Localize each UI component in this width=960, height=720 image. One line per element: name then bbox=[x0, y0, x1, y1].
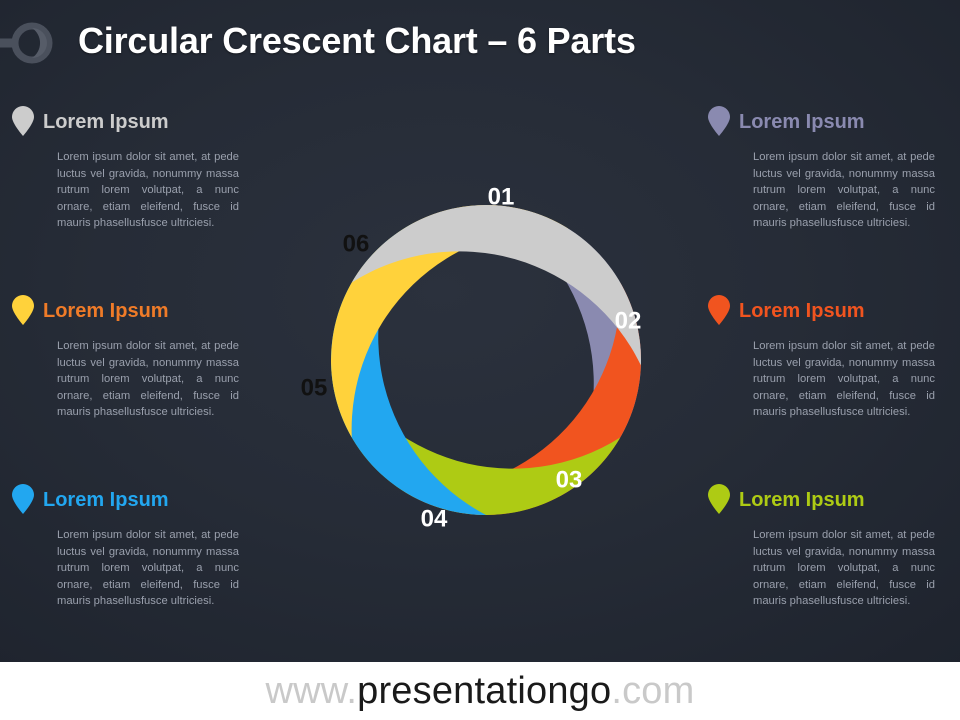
map-pin-icon bbox=[708, 295, 730, 325]
map-pin-icon bbox=[708, 106, 730, 136]
map-pin-icon bbox=[12, 484, 34, 514]
crescent-label-02: 02 bbox=[615, 307, 642, 334]
info-block-06: Lorem Ipsum Lorem ipsum dolor sit amet, a… bbox=[12, 106, 252, 232]
footer-brand: presentationgo bbox=[357, 670, 612, 712]
info-block-body: Lorem ipsum dolor sit amet, at pede luct… bbox=[753, 151, 935, 229]
info-block-title: Lorem Ipsum bbox=[739, 111, 865, 133]
info-block-header: Lorem Ipsum bbox=[12, 484, 252, 518]
info-block-05: Lorem Ipsum Lorem ipsum dolor sit amet, a… bbox=[12, 295, 252, 421]
info-block-title: Lorem Ipsum bbox=[739, 300, 865, 322]
footer-bar: www.presentationgo.com bbox=[0, 662, 960, 720]
footer-website[interactable]: www.presentationgo.com bbox=[266, 672, 695, 710]
info-block-title: Lorem Ipsum bbox=[43, 300, 169, 322]
info-block-body: Lorem ipsum dolor sit amet, at pede luct… bbox=[753, 340, 935, 418]
info-block-header: Lorem Ipsum bbox=[708, 295, 948, 329]
crescent-segment-06[interactable] bbox=[351, 204, 642, 366]
crescent-label-04: 04 bbox=[421, 505, 448, 532]
info-block-body: Lorem ipsum dolor sit amet, at pede luct… bbox=[57, 340, 239, 418]
info-block-01: Lorem Ipsum Lorem ipsum dolor sit amet, a… bbox=[708, 106, 948, 232]
info-block-body: Lorem ipsum dolor sit amet, at pede luct… bbox=[57, 529, 239, 607]
crescent-label-05: 05 bbox=[301, 374, 328, 401]
info-block-body: Lorem ipsum dolor sit amet, at pede luct… bbox=[753, 529, 935, 607]
info-block-title: Lorem Ipsum bbox=[739, 489, 865, 511]
info-block-03: Lorem Ipsum Lorem ipsum dolor sit amet, a… bbox=[708, 484, 948, 610]
info-block-04: Lorem Ipsum Lorem ipsum dolor sit amet, a… bbox=[12, 484, 252, 610]
map-pin-icon bbox=[12, 295, 34, 325]
map-pin-icon bbox=[708, 484, 730, 514]
info-block-header: Lorem Ipsum bbox=[708, 106, 948, 140]
footer-suffix: .com bbox=[611, 670, 695, 712]
crescent-label-03: 03 bbox=[556, 466, 583, 493]
crescent-label-01: 01 bbox=[488, 183, 515, 210]
info-block-body: Lorem ipsum dolor sit amet, at pede luct… bbox=[57, 151, 239, 229]
info-block-title: Lorem Ipsum bbox=[43, 111, 169, 133]
footer-prefix: www. bbox=[265, 670, 358, 712]
crescent-label-06: 06 bbox=[343, 230, 370, 257]
info-block-02: Lorem Ipsum Lorem ipsum dolor sit amet, a… bbox=[708, 295, 948, 421]
crescent-chart-svg: 01 02 03 04 05 06 bbox=[301, 183, 642, 532]
info-block-header: Lorem Ipsum bbox=[12, 295, 252, 329]
circular-crescent-chart: 01 02 03 04 05 06 bbox=[276, 150, 696, 570]
info-block-header: Lorem Ipsum bbox=[708, 484, 948, 518]
info-block-title: Lorem Ipsum bbox=[43, 489, 169, 511]
magnifier-icon bbox=[0, 22, 53, 64]
slide-stage: Circular Crescent Chart – 6 Parts Lorem … bbox=[0, 0, 960, 662]
page-title: Circular Crescent Chart – 6 Parts bbox=[78, 20, 636, 61]
info-block-header: Lorem Ipsum bbox=[12, 106, 252, 140]
map-pin-icon bbox=[12, 106, 34, 136]
